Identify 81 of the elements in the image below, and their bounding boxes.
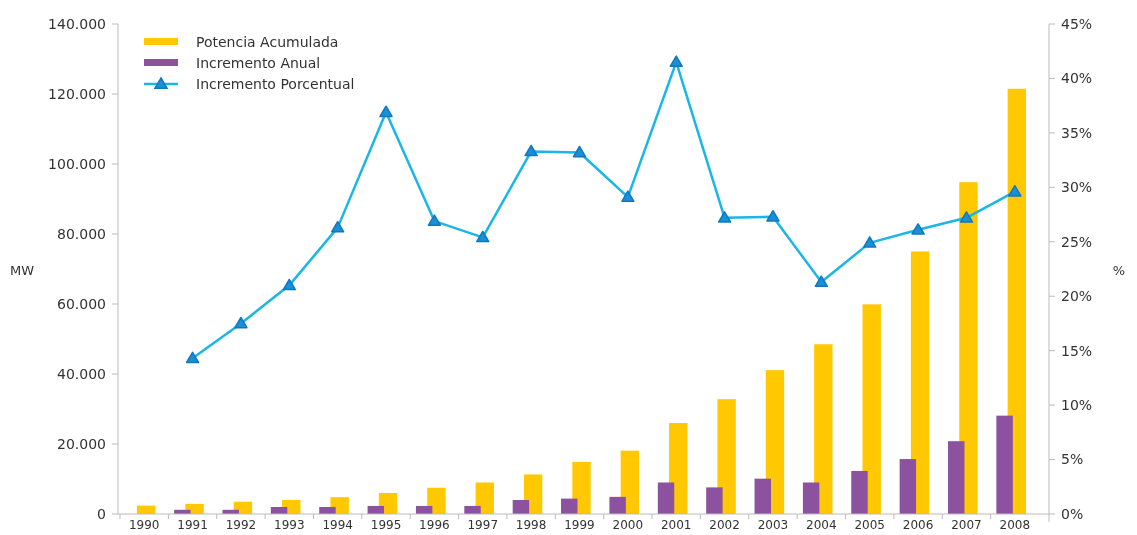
x-tick-label: 1991 [177,518,208,532]
x-tick-label: 2007 [951,518,982,532]
y2-tick-label: 30% [1061,179,1093,196]
y-tick-label: 80.000 [57,225,106,242]
point [282,278,297,291]
bar [512,500,530,514]
point [669,55,683,68]
y2-tick-label: 10% [1061,397,1093,414]
bar [996,415,1013,514]
bar [765,370,785,514]
y-tick-label: 0 [97,505,106,522]
x-tick-label: 1994 [322,518,353,532]
bar [464,505,481,514]
y-tick-label: 20.000 [57,435,106,452]
bar [814,344,833,514]
y2-axis-title: % [1112,263,1125,278]
point [717,211,732,223]
point [476,230,490,243]
y-tick-label: 60.000 [57,295,106,312]
x-tick-label: 1998 [515,518,547,532]
point [572,145,587,158]
point [234,316,248,329]
x-tick-label: 1992 [225,518,257,532]
point [185,351,200,364]
bar [572,461,591,514]
y-tick-label: 120.000 [48,85,106,102]
bar [899,459,917,514]
point [379,105,393,118]
point [621,190,635,203]
y2-tick-label: 25% [1061,233,1093,250]
bar [948,441,965,514]
x-tick-label: 1999 [564,518,595,532]
point [330,220,345,233]
x-tick-label: 1995 [370,518,402,532]
y-tick-label: 140.000 [48,15,106,32]
bar [754,478,771,514]
y2-tick-label: 15% [1061,342,1093,359]
bar [1007,88,1027,514]
point [911,223,925,235]
point [959,211,974,223]
x-tick-label: 2001 [660,518,692,532]
bar [609,496,626,514]
point [427,214,442,227]
bar [717,399,736,514]
x-tick-label: 1990 [128,518,160,532]
y-tick-label: 40.000 [57,365,106,382]
y2-tick-label: 35% [1061,124,1093,141]
x-tick-label: 1993 [274,518,305,532]
y2-tick-label: 5% [1061,451,1084,468]
legend-label: Potencia Acumulada [196,33,339,50]
bar [706,487,723,514]
y-axis-title: MW [10,263,35,278]
bar [910,251,930,514]
point [1008,184,1022,197]
point [524,144,538,157]
x-tick-label: 2004 [806,518,837,532]
bar [561,498,578,514]
bar [959,182,978,514]
bar [427,487,446,514]
x-tick-label: 1997 [467,518,499,532]
legend-label: Incremento Anual [196,54,321,71]
y2-tick-label: 40% [1061,70,1093,87]
point [814,275,829,288]
bar [802,482,820,514]
point [766,209,780,222]
bar [851,470,868,514]
x-tick-label: 2000 [612,518,644,532]
x-tick-label: 2003 [757,518,789,532]
y-tick-label: 100.000 [48,155,106,172]
x-tick-label: 1996 [419,518,450,532]
y2-tick-label: 0% [1061,505,1084,522]
y2-tick-label: 20% [1061,288,1093,305]
bar [862,304,881,514]
point [862,236,877,248]
x-tick-label: 2005 [854,518,885,532]
x-tick-label: 2008 [999,518,1031,532]
y2-tick-label: 45% [1061,15,1093,32]
bar [657,482,675,514]
x-tick-label: 2002 [709,518,740,532]
legend-label: Incremento Porcentual [196,75,355,92]
x-tick-label: 2006 [902,518,934,532]
